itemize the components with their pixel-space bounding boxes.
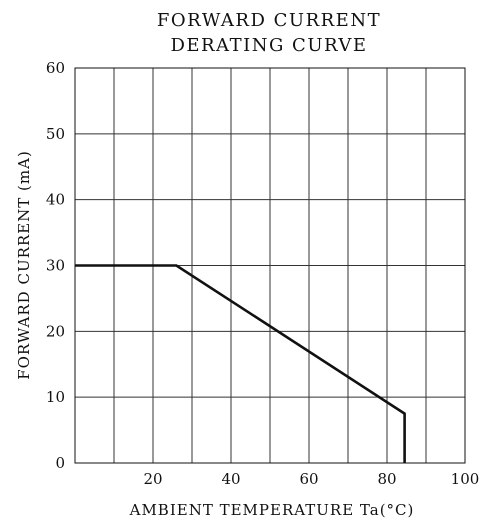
y-tick-label: 10	[46, 388, 65, 406]
x-tick-label: 100	[451, 470, 480, 488]
y-tick-label: 30	[46, 257, 65, 275]
y-tick-label: 50	[46, 125, 65, 143]
chart-title-line-2: DERATING CURVE	[170, 35, 367, 56]
x-tick-labels: 20 40 60 80 100	[143, 470, 479, 488]
x-tick-label: 60	[299, 470, 318, 488]
y-tick-label: 60	[46, 59, 65, 77]
x-axis-label: AMBIENT TEMPERATURE Ta(°C)	[129, 501, 415, 519]
y-tick-label: 0	[55, 454, 65, 472]
y-axis-label: FORWARD CURRENT (mA)	[15, 150, 33, 380]
derating-curve-line	[75, 264, 406, 463]
y-tick-label: 40	[46, 191, 65, 209]
x-tick-label: 40	[221, 470, 240, 488]
series-layer	[75, 264, 406, 463]
x-tick-label: 20	[143, 470, 162, 488]
y-tick-label: 20	[46, 322, 65, 340]
x-tick-label: 80	[377, 470, 396, 488]
chart-title-line-1: FORWARD CURRENT	[157, 10, 381, 31]
y-tick-labels: 0 10 20 30 40 50 60	[46, 59, 65, 472]
